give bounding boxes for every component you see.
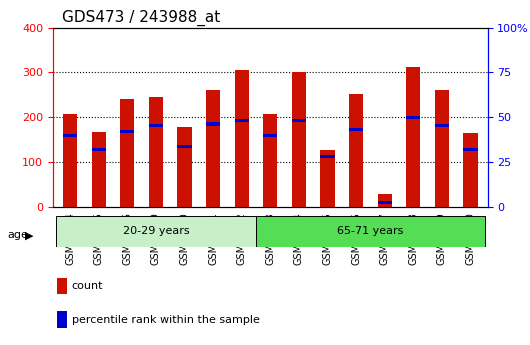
Bar <box>206 90 220 207</box>
Bar <box>435 124 449 127</box>
Bar <box>377 195 392 207</box>
Text: ▶: ▶ <box>25 230 34 240</box>
Bar <box>63 114 77 207</box>
Bar <box>349 128 363 131</box>
Bar <box>56 216 256 247</box>
Bar <box>178 145 192 148</box>
Bar <box>206 122 220 126</box>
Bar <box>320 155 334 158</box>
Bar <box>63 134 77 137</box>
Bar <box>92 148 106 151</box>
Bar <box>120 99 135 207</box>
Text: GDS473 / 243988_at: GDS473 / 243988_at <box>61 10 220 26</box>
Bar <box>92 132 106 207</box>
Bar <box>263 134 277 137</box>
Bar <box>463 148 478 151</box>
Bar <box>320 150 334 207</box>
Bar <box>57 278 67 295</box>
Bar <box>406 67 420 207</box>
Bar <box>349 94 363 207</box>
Bar <box>406 116 420 119</box>
Text: percentile rank within the sample: percentile rank within the sample <box>72 315 260 325</box>
Bar <box>263 114 277 207</box>
Bar <box>463 133 478 207</box>
Bar <box>149 97 163 207</box>
Bar <box>120 130 135 133</box>
Bar <box>435 90 449 207</box>
Text: age: age <box>7 230 28 240</box>
Bar <box>377 201 392 204</box>
Bar <box>292 119 306 122</box>
Text: 20-29 years: 20-29 years <box>122 226 189 236</box>
Bar <box>149 124 163 127</box>
Bar <box>178 127 192 207</box>
Bar <box>292 72 306 207</box>
Text: 65-71 years: 65-71 years <box>337 226 403 236</box>
Text: count: count <box>72 281 103 291</box>
Bar <box>57 311 67 328</box>
Bar <box>235 119 249 122</box>
Bar <box>235 70 249 207</box>
Bar <box>256 216 485 247</box>
